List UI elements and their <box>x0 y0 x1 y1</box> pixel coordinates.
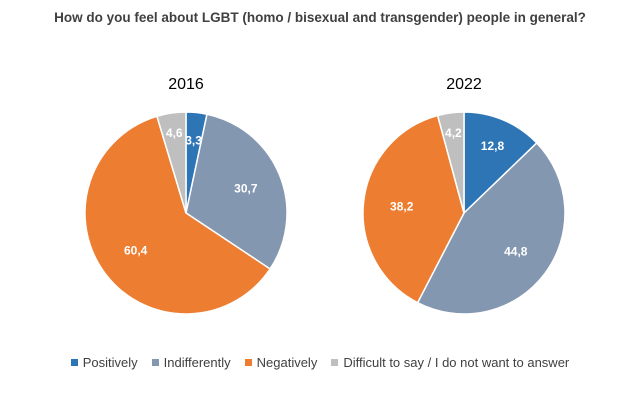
pie-2016-label-indifferently: 30,7 <box>234 182 258 196</box>
pie-2016-label-positively: 3,3 <box>185 134 202 148</box>
legend-swatch-difficult <box>331 359 339 366</box>
legend-label-positively: Positively <box>82 355 138 370</box>
pie-2016-slice-indifferently <box>185 113 288 270</box>
pie-2022-label-indifferently: 44,8 <box>504 245 528 259</box>
pie-2016: 3,3 30,7 60,4 4,6 <box>84 111 288 315</box>
pie-2022-label-difficult: 4,2 <box>445 126 462 140</box>
pie-2016-label-difficult: 4,6 <box>166 126 183 140</box>
pie-2022-slice-difficult <box>436 111 465 214</box>
pie-title-2016: 2016 <box>168 76 204 93</box>
pie-2016-slice-difficult <box>155 111 187 214</box>
legend: Positively Indifferently Negatively Diff… <box>0 355 640 370</box>
pie-2022-label-negatively: 38,2 <box>390 199 414 213</box>
legend-swatch-negatively <box>244 359 252 366</box>
legend-swatch-indifferently <box>151 359 159 366</box>
legend-item-negatively: Negatively <box>244 355 318 370</box>
legend-item-positively: Positively <box>70 355 138 370</box>
legend-label-indifferently: Indifferently <box>163 355 231 370</box>
chart-title: How do you feel about LGBT (homo / bisex… <box>54 10 586 25</box>
legend-item-difficult: Difficult to say / I do not want to answ… <box>331 355 569 370</box>
pie-2022-label-positively: 12,8 <box>481 139 505 153</box>
pie-2022: 12,8 44,8 38,2 4,2 <box>362 111 566 315</box>
pie-title-2022: 2022 <box>446 76 482 93</box>
pie-2022-slice-negatively <box>362 114 465 304</box>
legend-swatch-positively <box>70 359 78 366</box>
pie-2022-slice-positively <box>463 111 538 215</box>
legend-item-indifferently: Indifferently <box>151 355 231 370</box>
legend-label-negatively: Negatively <box>256 355 318 370</box>
pie-2022-slice-indifferently <box>416 141 566 315</box>
legend-label-difficult: Difficult to say / I do not want to answ… <box>343 355 570 370</box>
pie-2016-slice-negatively <box>84 115 272 315</box>
pie-2016-label-negatively: 60,4 <box>124 243 148 257</box>
